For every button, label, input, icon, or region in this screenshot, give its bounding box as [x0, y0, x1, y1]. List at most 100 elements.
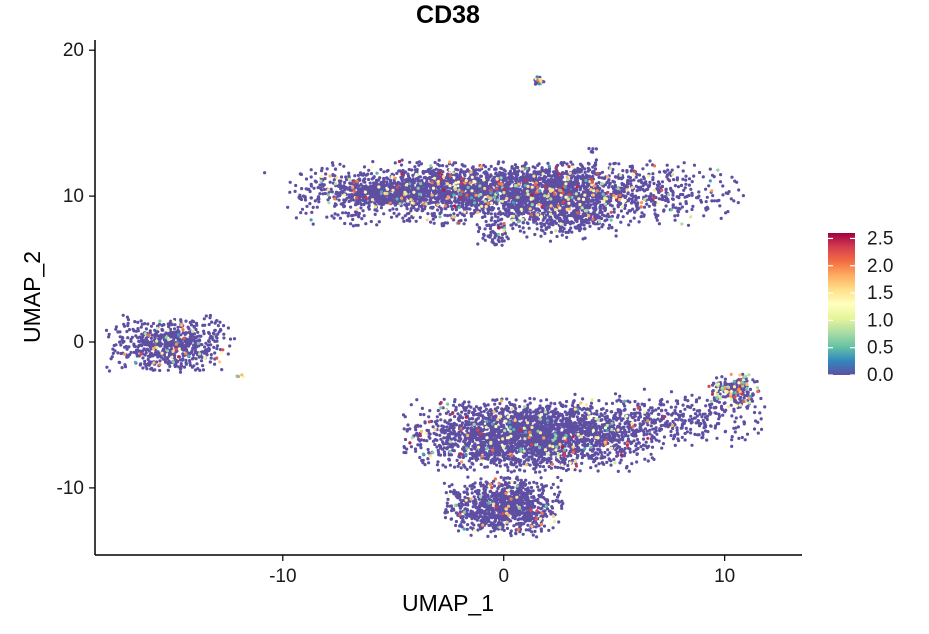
- data-point: [681, 169, 685, 173]
- data-point: [741, 194, 746, 198]
- data-point: [635, 460, 639, 464]
- data-point: [506, 468, 510, 473]
- data-point: [576, 181, 580, 185]
- data-point: [620, 189, 624, 193]
- data-point: [561, 229, 565, 233]
- data-point: [508, 173, 513, 177]
- data-point: [550, 185, 554, 189]
- data-point: [392, 180, 397, 184]
- data-point: [209, 356, 213, 360]
- data-point: [505, 202, 510, 206]
- data-point: [497, 207, 501, 211]
- data-point: [539, 221, 543, 226]
- data-point: [351, 217, 355, 222]
- data-point: [440, 208, 444, 212]
- data-point: [499, 236, 503, 240]
- data-point: [133, 320, 137, 324]
- data-point: [316, 195, 321, 199]
- data-point: [641, 167, 645, 171]
- data-point: [192, 344, 197, 348]
- data-point: [144, 348, 148, 352]
- data-point: [107, 332, 111, 336]
- data-point: [500, 243, 504, 247]
- data-point: [146, 357, 150, 362]
- data-point: [386, 168, 390, 173]
- data-point: [313, 199, 317, 203]
- data-point: [380, 200, 384, 204]
- data-point: [418, 199, 422, 203]
- data-point: [403, 203, 407, 207]
- data-point: [635, 189, 639, 193]
- data-point: [137, 339, 141, 343]
- data-point: [484, 219, 488, 224]
- data-point: [607, 226, 611, 230]
- data-point: [159, 336, 163, 340]
- data-point: [149, 324, 154, 328]
- data-point: [539, 399, 543, 403]
- data-point: [522, 230, 526, 234]
- data-point: [382, 176, 386, 181]
- data-point: [182, 365, 187, 369]
- data-point: [147, 363, 151, 367]
- data-point: [177, 330, 181, 334]
- data-point: [333, 202, 337, 206]
- data-point: [580, 215, 584, 220]
- data-point: [118, 330, 122, 334]
- data-point: [679, 192, 683, 197]
- data-point: [593, 222, 597, 226]
- data-point: [492, 175, 497, 179]
- data-point: [313, 171, 318, 175]
- data-point: [344, 211, 348, 215]
- data-point: [330, 214, 334, 218]
- data-point: [405, 194, 409, 199]
- data-point: [331, 173, 335, 177]
- data-point: [492, 230, 496, 234]
- data-point: [449, 204, 454, 208]
- data-point: [718, 180, 723, 184]
- data-point: [503, 231, 507, 236]
- data-point: [337, 198, 341, 202]
- data-point: [450, 207, 455, 211]
- data-point: [614, 229, 618, 233]
- data-point: [362, 165, 367, 169]
- data-point: [564, 172, 569, 176]
- data-point: [364, 222, 368, 226]
- data-point: [612, 207, 616, 211]
- data-point: [548, 239, 553, 243]
- data-point: [153, 368, 157, 372]
- data-point: [452, 212, 456, 216]
- data-point: [470, 166, 474, 170]
- data-point: [321, 192, 325, 196]
- data-point: [505, 397, 509, 401]
- data-point: [222, 324, 226, 328]
- data-point: [626, 191, 630, 195]
- data-point: [573, 218, 578, 222]
- data-point: [622, 190, 626, 194]
- data-point: [689, 187, 693, 191]
- data-point: [338, 216, 342, 220]
- data-point: [559, 176, 563, 180]
- data-point: [325, 215, 329, 219]
- data-point: [309, 175, 313, 179]
- data-point: [637, 220, 641, 224]
- data-point: [569, 226, 573, 230]
- data-point: [119, 351, 123, 356]
- data-point: [328, 180, 332, 184]
- data-point: [513, 190, 517, 194]
- data-point: [434, 167, 438, 171]
- data-point: [697, 194, 701, 198]
- data-point: [587, 221, 591, 225]
- data-point: [555, 181, 559, 185]
- data-point: [444, 411, 448, 415]
- data-point: [478, 198, 482, 203]
- data-point: [600, 189, 605, 193]
- data-point: [209, 353, 213, 357]
- data-point: [218, 320, 222, 324]
- data-point: [570, 185, 574, 190]
- data-point: [308, 202, 312, 206]
- data-point: [483, 211, 487, 215]
- data-point: [311, 205, 315, 209]
- data-point: [535, 222, 539, 226]
- data-point: [184, 362, 188, 366]
